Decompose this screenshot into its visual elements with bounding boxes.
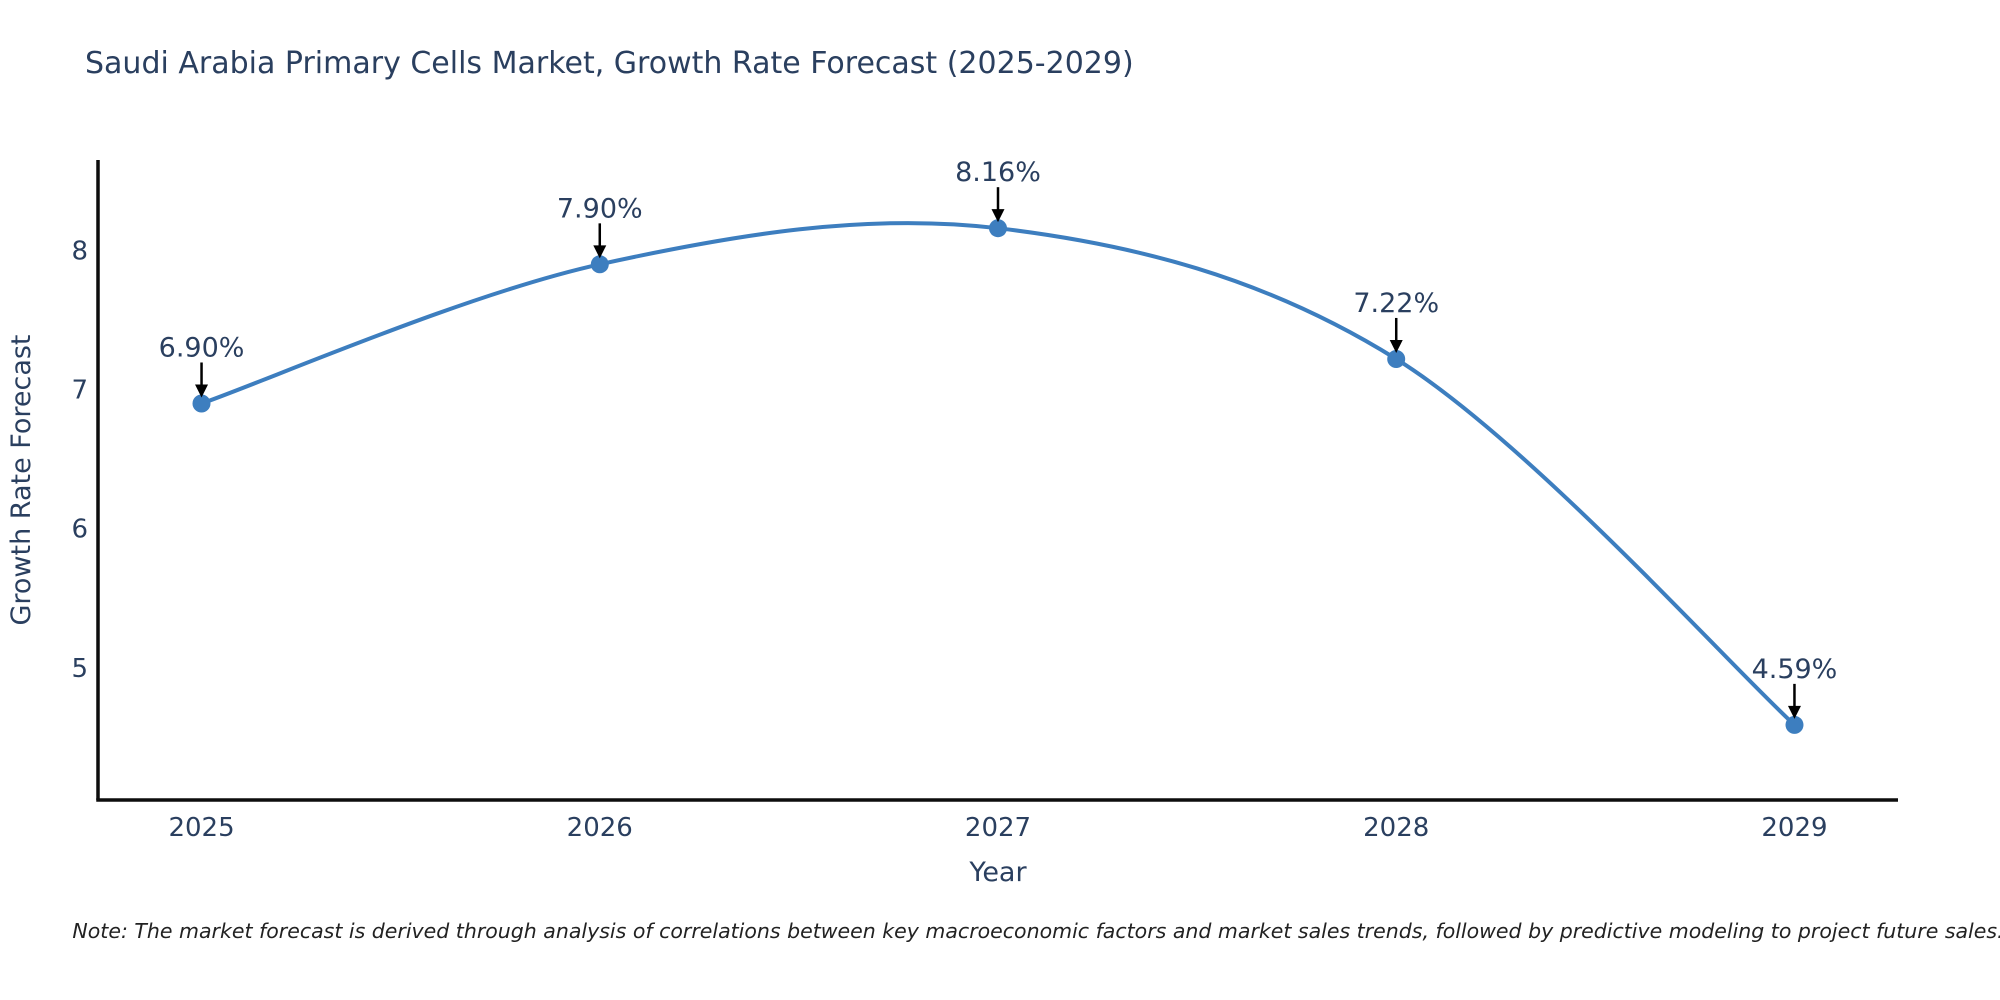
- x-tick-label-2029: 2029: [1761, 813, 1827, 843]
- y-tick-label-5: 5: [71, 654, 88, 684]
- annotation-arrowhead-icon-2025: [195, 384, 209, 398]
- y-tick-label-7: 7: [71, 376, 88, 406]
- point-annotations: 6.90% 7.90% 8.16% 7.22% 4.59%: [159, 157, 1838, 719]
- y-tick-label-6: 6: [71, 515, 88, 545]
- annotation-arrowhead-icon-2029: [1787, 705, 1801, 719]
- data-point-marker-2026: [590, 255, 609, 274]
- footnote: Note: The market forecast is derived thr…: [72, 919, 2000, 943]
- annotation-label-2025: 6.90%: [159, 332, 245, 363]
- data-point-marker-2028: [1387, 350, 1406, 368]
- forecast-line: [199, 221, 1797, 727]
- annotation-arrowhead-icon-2028: [1389, 339, 1403, 353]
- y-tick-label-8: 8: [71, 236, 88, 266]
- axes: [96, 160, 1898, 802]
- y-axis-title: Growth Rate Forecast: [6, 334, 37, 625]
- x-tick-label-2028: 2028: [1363, 813, 1429, 843]
- data-point-marker-2029: [1785, 715, 1804, 734]
- x-tick-label-2027: 2027: [965, 813, 1031, 843]
- x-axis-tick-labels: 2025 2026 2027 2028 2029: [168, 813, 1827, 843]
- data-point-marker-2025: [192, 394, 211, 413]
- x-tick-label-2026: 2026: [567, 813, 633, 843]
- x-axis-title: Year: [968, 857, 1027, 888]
- data-point-marker-2027: [989, 219, 1007, 238]
- annotation-arrowhead-icon-2027: [991, 209, 1005, 223]
- annotation-arrowhead-icon-2026: [593, 245, 607, 259]
- annotation-label-2027: 8.16%: [955, 157, 1041, 188]
- annotation-label-2028: 7.22%: [1353, 288, 1439, 319]
- chart-title: Saudi Arabia Primary Cells Market, Growt…: [85, 46, 1134, 81]
- line-series: [192, 219, 1804, 734]
- y-axis-tick-labels: 5 6 7 8: [71, 236, 88, 683]
- x-tick-label-2025: 2025: [168, 813, 234, 843]
- annotation-label-2026: 7.90%: [557, 193, 643, 224]
- annotation-label-2029: 4.59%: [1752, 654, 1838, 685]
